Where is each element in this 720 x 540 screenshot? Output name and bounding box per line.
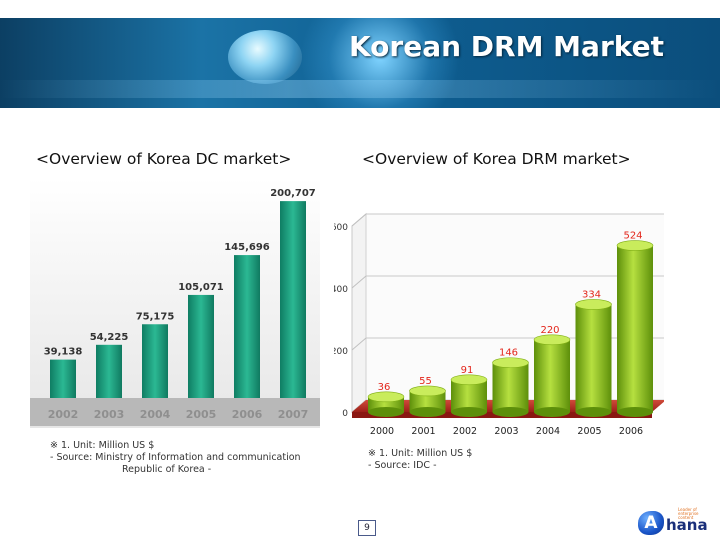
drm-gridline [351, 213, 367, 227]
logo-letter: A [638, 511, 664, 535]
dc-value-label: 145,696 [224, 242, 270, 253]
drm-note-source: - Source: IDC - [368, 460, 437, 471]
drm-category-label: 2000 [370, 426, 394, 437]
hana-logo: A Leader of enterprise content hana [638, 508, 714, 538]
header-banner [0, 18, 720, 108]
dc-note-unit: ※ 1. Unit: Million US $ [50, 440, 155, 451]
drm-category-label: 2003 [494, 426, 518, 437]
drm-bar-top [450, 374, 488, 386]
drm-bar [617, 245, 653, 412]
drm-bar [492, 362, 529, 412]
drm-bar [409, 390, 446, 412]
dc-category-label: 2006 [232, 408, 263, 421]
drm-value-label: 220 [540, 325, 559, 336]
dc-chart-base-band [30, 398, 320, 426]
drm-category-label: 2004 [536, 426, 560, 437]
drm-value-label: 146 [499, 348, 518, 359]
drm-bar-base [368, 407, 404, 417]
dc-value-label: 105,071 [178, 282, 224, 293]
drm-bar-top [533, 334, 571, 346]
dc-bar [142, 324, 168, 398]
drm-gridline [351, 275, 367, 289]
drm-category-label: 2005 [577, 426, 601, 437]
dc-bar [50, 359, 76, 398]
dc-category-label: 2002 [48, 408, 79, 421]
drm-bar [534, 339, 570, 412]
drm-y-tick-label: 0 [342, 409, 348, 419]
drm-category-label: 2001 [411, 426, 435, 437]
dc-value-label: 54,225 [90, 332, 129, 343]
dc-note-source: - Source: Ministry of Information and co… [50, 452, 301, 463]
drm-gridline [351, 337, 367, 351]
dc-value-label: 39,138 [44, 347, 83, 358]
dc-category-label: 2004 [140, 408, 171, 421]
drm-chart-title: <Overview of Korea DRM market> [362, 150, 631, 168]
dc-market-chart: 39,13854,22575,175105,071145,696200,707 … [30, 178, 320, 428]
drm-market-chart: 36 55 91 146 220 334 524 0 200 400 600 2000 2001 200… [334, 212, 664, 437]
drm-side-wall [351, 212, 367, 414]
drm-bar-top [575, 299, 612, 310]
drm-bar-top [492, 357, 529, 369]
banner-streak [0, 80, 720, 98]
logo-tagline: Leader of enterprise content [678, 507, 699, 520]
drm-bar-base [534, 407, 570, 417]
drm-bar-top [616, 240, 654, 251]
drm-value-label: 524 [623, 231, 642, 242]
dc-chart-background [30, 178, 320, 428]
dc-value-label: 75,175 [136, 311, 175, 322]
drm-y-tick-label: 200 [334, 347, 348, 357]
drm-y-tick-label: 400 [334, 285, 348, 295]
drm-value-label: 55 [419, 376, 432, 387]
dc-bar [188, 294, 214, 398]
drm-bar-base [575, 407, 612, 417]
drm-bar [575, 304, 612, 412]
drm-bar-base [617, 407, 653, 417]
dc-category-label: 2003 [94, 408, 125, 421]
drm-category-label: 2006 [619, 426, 643, 437]
dc-bar [234, 255, 260, 398]
page-title: Korean DRM Market [348, 30, 664, 63]
dc-note-source-2: Republic of Korea - [122, 464, 212, 475]
water-drop-graphic [228, 30, 302, 84]
drm-bar-base [492, 407, 529, 417]
drm-value-label: 334 [582, 289, 601, 300]
dc-category-label: 2005 [186, 408, 217, 421]
drm-category-label: 2002 [453, 426, 477, 437]
drm-value-label: 91 [461, 365, 474, 376]
drm-bar-base [451, 407, 487, 417]
dc-bar [96, 344, 122, 398]
dc-bar [280, 201, 306, 398]
page-number: 9 [358, 520, 376, 536]
dc-value-label: 200,707 [270, 188, 316, 199]
banner-glow [300, 18, 460, 108]
dc-chart-title: <Overview of Korea DC market> [36, 150, 292, 168]
dc-category-label: 2007 [278, 408, 309, 421]
drm-y-tick-label: 600 [334, 223, 348, 233]
drm-bar-top [409, 385, 446, 397]
drm-note-unit: ※ 1. Unit: Million US $ [368, 448, 473, 459]
drm-bar-top [367, 391, 405, 403]
drm-bar-base [409, 407, 446, 417]
drm-value-label: 36 [378, 382, 391, 393]
drm-bar [451, 379, 487, 412]
logo-text: hana [666, 516, 708, 534]
